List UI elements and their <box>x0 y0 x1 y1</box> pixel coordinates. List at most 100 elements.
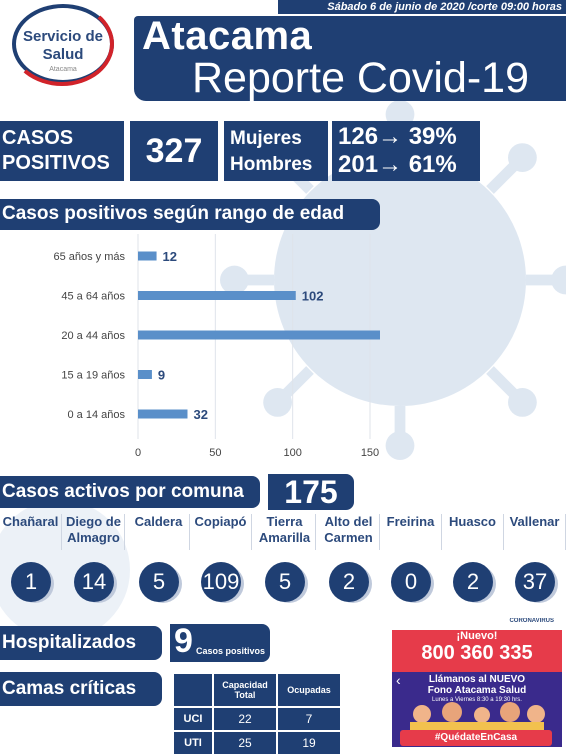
x-tick-label: 100 <box>283 447 301 459</box>
data-label: 12 <box>163 249 177 264</box>
title-banner: Atacama Reporte Covid-19 <box>134 14 566 102</box>
hombres-value: 201→ 61% <box>338 151 457 178</box>
mujeres-label: Mujeres <box>230 128 302 149</box>
data-label: 9 <box>158 368 165 383</box>
category-label: 45 a 64 años <box>61 291 125 303</box>
hospitalizados-value: 9 <box>174 622 193 660</box>
comuna-name: Alto del Carmen <box>318 514 380 550</box>
comuna-value: 109 <box>201 562 241 602</box>
report-date: Sábado 6 de junio de 2020 /corte 09:00 h… <box>278 0 566 14</box>
comuna-value: 5 <box>265 562 305 602</box>
casos-positivos-value: 327 <box>130 121 218 181</box>
hospitalizados-title: Hospitalizados <box>0 626 162 660</box>
promo-nuevo: ¡Nuevo! <box>456 630 498 642</box>
chevron-left-icon[interactable]: ‹ <box>396 672 401 688</box>
camas-title: Camas críticas <box>0 672 162 706</box>
camas-capacidad-cell: 22 <box>212 706 278 732</box>
hospitalizados-sub: Casos positivos <box>196 646 266 656</box>
page-title: Atacama <box>142 14 313 58</box>
camas-ocupadas-cell: 7 <box>276 706 342 732</box>
servicio-salud-logo: Servicio de Salud Atacama <box>10 2 114 86</box>
comuna-name: Copiapó <box>190 514 252 550</box>
chile-flag-icon <box>400 612 422 625</box>
hombres-label: Hombres <box>230 154 313 175</box>
comuna-name: Freirina <box>380 514 442 550</box>
promo-banner[interactable]: CORONAVIRUS ¡Nuevo! 800 360 335 ‹ Lláman… <box>392 618 562 747</box>
comuna-name: Chañaral <box>0 514 62 550</box>
category-label: 0 a 14 años <box>68 409 126 421</box>
bar <box>138 370 152 379</box>
mujeres-value: 126→ 39% <box>338 123 457 150</box>
comuna-name: Vallenar <box>504 514 566 550</box>
comuna-value: 37 <box>515 562 555 602</box>
activos-total: 175 <box>268 474 354 510</box>
comuna-value: 1 <box>11 562 51 602</box>
casos-label-line2: POSITIVOS <box>2 152 110 174</box>
promo-text: Llámanos al NUEVO Fono Atacama Salud Lun… <box>392 674 562 704</box>
activos-section-title: Casos activos por comuna <box>0 476 260 508</box>
logo-text-line3: Atacama <box>49 66 77 73</box>
promo-line1: Llámanos al NUEVO <box>428 674 526 685</box>
casos-label-line1: CASOS <box>2 127 74 149</box>
camas-header-row: Capacidad Total Ocupadas <box>172 672 342 708</box>
comuna-item: Freirina 0 <box>380 514 442 602</box>
sex-values: 126→ 39% 201→ 61% <box>332 121 480 181</box>
data-label: 32 <box>193 407 207 422</box>
category-label: 65 años y más <box>53 251 125 263</box>
comuna-name: Huasco <box>442 514 504 550</box>
camas-ocupadas-cell: 19 <box>276 730 342 756</box>
category-label: 15 a 19 años <box>61 370 125 382</box>
promo-phone-box: ¡Nuevo! 800 360 335 <box>392 630 562 672</box>
table-row: UCI 22 7 <box>172 706 342 732</box>
promo-phone: 800 360 335 <box>421 642 533 664</box>
edad-section-title: Casos positivos según rango de edad <box>0 199 380 230</box>
comuna-name: Diego de Almagro <box>63 514 125 550</box>
camas-row-label: UCI <box>172 706 214 732</box>
casos-positivos-label: CASOS POSITIVOS <box>0 121 124 181</box>
bar <box>138 330 380 340</box>
data-label: 102 <box>302 289 324 304</box>
comuna-item: Caldera 5 <box>128 514 190 602</box>
promo-top-text: CORONAVIRUS <box>509 618 554 624</box>
table-row: UTI 25 19 <box>172 730 342 756</box>
comuna-item: Huasco 2 <box>442 514 504 602</box>
family-illustration-icon <box>410 702 545 732</box>
age-bar-chart: 0 50 100 150 65 años y más 12 45 a 64 años 102 2… <box>53 234 380 459</box>
comuna-item: Chañaral 1 <box>0 514 62 602</box>
camas-header-capacidad: Capacidad Total <box>212 672 278 708</box>
x-tick-label: 150 <box>361 447 379 459</box>
camas-header-ocupadas: Ocupadas <box>276 672 342 708</box>
promo-top-bar: CORONAVIRUS <box>392 618 562 630</box>
comuna-value: 2 <box>329 562 369 602</box>
comuna-value: 2 <box>453 562 493 602</box>
promo-line2: Fono Atacama Salud <box>427 685 527 696</box>
camas-capacidad-cell: 25 <box>212 730 278 756</box>
bar <box>138 251 157 261</box>
comuna-name: Caldera <box>128 514 190 550</box>
page-subtitle: Reporte Covid-19 <box>192 54 530 102</box>
promo-line3: Lunes a Viernes 8:30 a 19:30 hrs. <box>432 697 522 703</box>
comuna-item: Alto del Carmen 2 <box>318 514 380 602</box>
camas-row-label: UTI <box>172 730 214 756</box>
camas-table: Capacidad Total Ocupadas UCI 22 7 UTI 25… <box>172 672 342 756</box>
sex-labels: Mujeres Hombres <box>224 121 328 181</box>
category-label: 20 a 44 años <box>61 330 125 342</box>
bar <box>138 409 188 419</box>
comuna-value: 5 <box>139 562 179 602</box>
comuna-item: Copiapó 109 <box>190 514 252 602</box>
virus-background-small-icon <box>0 500 130 640</box>
comuna-value: 14 <box>74 562 114 602</box>
x-tick-label: 50 <box>209 447 221 459</box>
comuna-item: Vallenar 37 <box>504 514 566 602</box>
logo-text-line2: Salud <box>42 46 84 63</box>
x-tick-label: 0 <box>135 447 141 459</box>
logo-text-line1: Servicio de <box>22 28 104 45</box>
comunas-list: Chañaral 1 Diego de Almagro 14 Caldera 5 Copia… <box>0 514 566 604</box>
comuna-value: 0 <box>391 562 431 602</box>
hospitalizados-box: 9 Casos positivos <box>170 622 270 662</box>
comuna-name: Tierra Amarilla <box>254 514 316 550</box>
comuna-item: Tierra Amarilla 5 <box>254 514 316 602</box>
comuna-item: Diego de Almagro 14 <box>63 514 125 602</box>
bar <box>138 291 296 300</box>
camas-header-empty <box>172 672 214 708</box>
